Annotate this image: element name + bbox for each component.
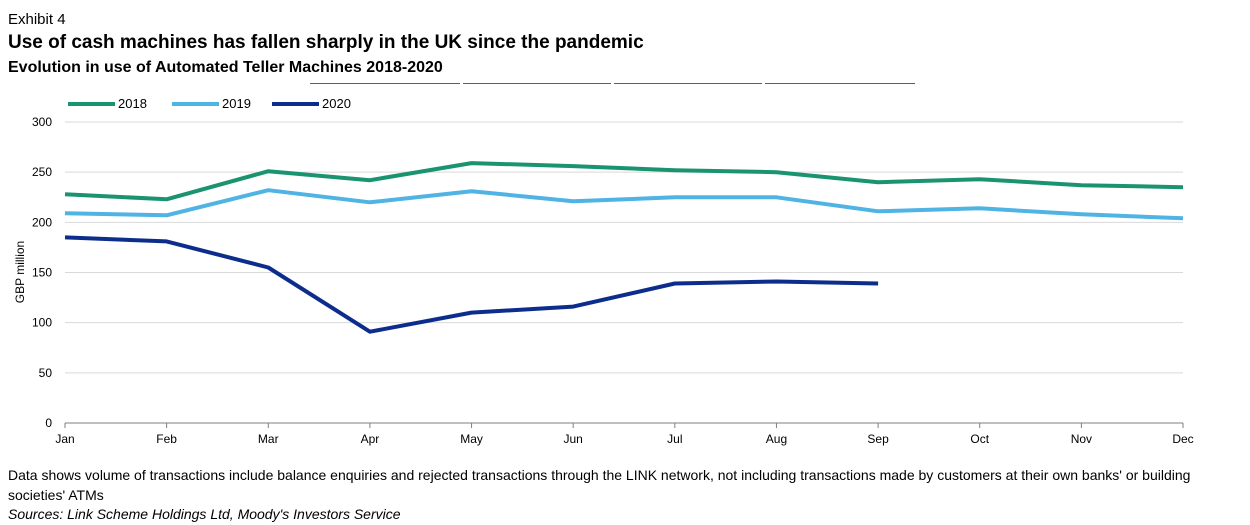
- header-rule: [463, 83, 611, 84]
- axes: 0 50 100 150 200 250 300 Jan Feb Mar Apr May Jun Jul A…: [32, 115, 1194, 446]
- x-tick-label: Feb: [156, 432, 177, 446]
- series-line-2020: [64, 235, 879, 334]
- header-rule: [765, 83, 915, 84]
- legend-label-2019: 2019: [222, 96, 251, 111]
- x-tick-label: Apr: [361, 432, 380, 446]
- x-tick-label: Oct: [970, 432, 989, 446]
- header-rule: [614, 83, 762, 84]
- series-line-2019: [64, 188, 1184, 221]
- gridlines: [65, 121, 1183, 374]
- x-tick-label: Nov: [1071, 432, 1092, 446]
- y-tick-label: 50: [39, 366, 53, 380]
- legend-label-2020: 2020: [322, 96, 351, 111]
- y-tick-label: 0: [45, 416, 52, 430]
- series-lines: [64, 161, 1184, 334]
- y-tick-label: 150: [32, 266, 52, 280]
- x-tick-label: Mar: [258, 432, 279, 446]
- y-tick-label: 100: [32, 316, 52, 330]
- x-tick-label: Jun: [564, 432, 583, 446]
- legend-label-2018: 2018: [118, 96, 147, 111]
- exhibit-label: Exhibit 4: [8, 11, 66, 28]
- x-tick-label: May: [460, 432, 483, 446]
- header-rule: [310, 83, 460, 84]
- y-tick-label: 300: [32, 115, 52, 129]
- y-tick-label: 250: [32, 165, 52, 179]
- x-tick-label: Sep: [867, 432, 889, 446]
- x-tick-label: Jul: [667, 432, 682, 446]
- series-line-2018: [64, 161, 1184, 202]
- chart-footnote: Data shows volume of transactions includ…: [8, 467, 1191, 503]
- y-axis-label: GBP million: [13, 241, 27, 303]
- y-tick-label: 200: [32, 215, 52, 229]
- x-tick-label: Dec: [1172, 432, 1193, 446]
- chart-source: Sources: Link Scheme Holdings Ltd, Moody…: [8, 506, 401, 522]
- legend: 2018 2019 2020: [68, 96, 351, 111]
- chart-title: Use of cash machines has fallen sharply …: [8, 32, 644, 53]
- x-tick-label: Aug: [766, 432, 787, 446]
- x-tick-label: Jan: [55, 432, 74, 446]
- chart-subtitle: Evolution in use of Automated Teller Mac…: [8, 59, 443, 76]
